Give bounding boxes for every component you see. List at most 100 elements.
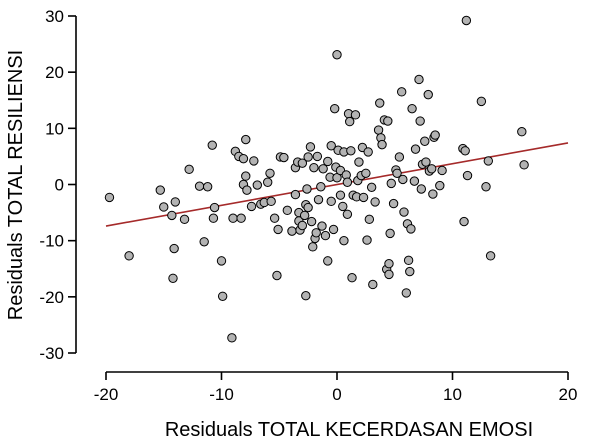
- data-point: [266, 196, 276, 207]
- data-point: [406, 224, 416, 234]
- data-point: [320, 230, 331, 241]
- x-tick-label: 20: [559, 385, 578, 404]
- data-point: [363, 147, 373, 157]
- data-point: [517, 127, 527, 137]
- data-point: [332, 50, 342, 60]
- data-point: [339, 235, 349, 246]
- data-point: [460, 146, 470, 156]
- y-axis: -30 -20 -10 0 10 20 30: [39, 7, 77, 363]
- data-point: [282, 205, 293, 216]
- data-point: [427, 164, 437, 174]
- data-point: [401, 288, 411, 298]
- data-point: [396, 87, 407, 97]
- data-point: [269, 213, 280, 223]
- data-point: [435, 180, 445, 191]
- data-point: [216, 256, 227, 266]
- data-point: [208, 213, 219, 223]
- data-point: [420, 136, 430, 146]
- data-point: [347, 273, 357, 283]
- data-point: [273, 224, 283, 235]
- data-point: [249, 156, 259, 166]
- data-point: [308, 242, 318, 252]
- data-point: [241, 171, 251, 181]
- y-tick-label: -10: [39, 232, 64, 251]
- x-tick-label: -20: [94, 385, 119, 404]
- data-point: [364, 214, 375, 225]
- data-point: [194, 181, 205, 191]
- data-point: [169, 243, 179, 254]
- data-point: [217, 291, 228, 301]
- data-point: [299, 210, 310, 221]
- data-point: [272, 270, 282, 281]
- x-tick-label: 10: [443, 385, 462, 404]
- data-point: [199, 237, 209, 247]
- data-point: [354, 157, 364, 167]
- data-point: [279, 152, 289, 163]
- data-point: [301, 291, 311, 301]
- data-point: [290, 189, 301, 200]
- data-point: [318, 164, 328, 174]
- y-tick-label: 30: [45, 7, 64, 26]
- data-point: [410, 144, 421, 154]
- data-point: [326, 196, 336, 207]
- data-point: [409, 176, 420, 186]
- data-point: [481, 182, 491, 192]
- data-point: [323, 256, 333, 266]
- data-point: [207, 140, 217, 150]
- data-point: [313, 194, 324, 205]
- data-point: [184, 164, 194, 175]
- data-point: [202, 182, 213, 192]
- data-point: [462, 170, 473, 181]
- y-axis-title: Residuals TOTAL RESILIENSI: [5, 50, 27, 320]
- data-point: [342, 177, 353, 187]
- data-point: [461, 15, 472, 26]
- data-point: [179, 214, 190, 225]
- data-point: [407, 103, 417, 114]
- data-point: [303, 152, 313, 162]
- data-point: [167, 210, 177, 221]
- data-point: [384, 269, 394, 280]
- data-point: [309, 162, 319, 173]
- data-point: [399, 207, 409, 217]
- data-point: [312, 151, 323, 162]
- data-point: [227, 333, 237, 343]
- data-point: [394, 152, 405, 162]
- y-tick-label: -20: [39, 288, 64, 307]
- data-point: [170, 197, 181, 207]
- data-point: [303, 202, 313, 213]
- data-point: [155, 185, 165, 195]
- data-point: [383, 116, 393, 126]
- data-point: [345, 116, 355, 127]
- data-point: [430, 130, 440, 140]
- data-point: [228, 213, 238, 223]
- data-points-layer: [104, 15, 529, 343]
- data-point: [316, 182, 326, 192]
- data-point: [104, 192, 115, 203]
- data-point: [358, 192, 369, 203]
- data-point: [405, 266, 415, 277]
- data-point: [242, 185, 252, 195]
- y-tick-label: 20: [45, 63, 64, 82]
- data-point: [485, 251, 496, 261]
- data-point: [414, 74, 424, 85]
- data-point: [302, 184, 312, 194]
- y-tick-label: -30: [39, 344, 64, 363]
- data-point: [329, 103, 340, 114]
- data-point: [311, 228, 321, 238]
- data-point: [403, 255, 414, 266]
- data-point: [375, 98, 385, 108]
- data-point: [297, 220, 308, 231]
- data-point: [388, 198, 399, 209]
- data-point: [326, 141, 336, 151]
- data-point: [350, 110, 361, 120]
- data-point: [423, 89, 433, 100]
- data-point: [335, 190, 346, 200]
- data-point: [306, 216, 317, 227]
- data-point: [361, 168, 371, 178]
- data-point: [305, 142, 316, 152]
- data-point: [323, 156, 333, 167]
- y-tick-label: 10: [45, 119, 64, 138]
- data-point: [519, 160, 529, 170]
